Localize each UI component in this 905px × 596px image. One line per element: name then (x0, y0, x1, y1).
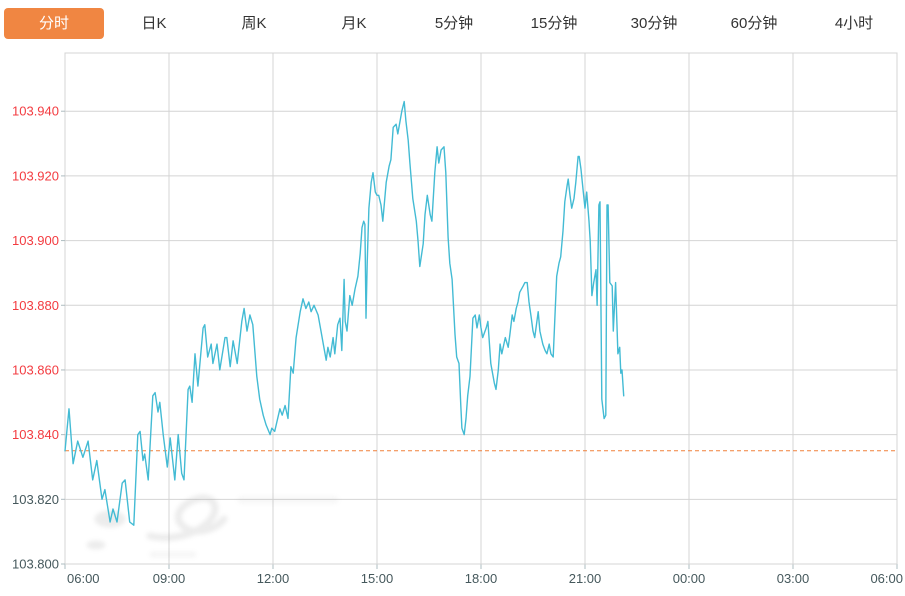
price-line (64, 100, 625, 526)
x-axis-label: 00:00 (673, 571, 706, 586)
y-axis-label: 103.840 (12, 427, 59, 442)
y-axis-label: 103.940 (12, 104, 59, 119)
x-axis-label: 06:00 (67, 571, 100, 586)
grid-lines (61, 52, 898, 569)
axis-labels: 06:00 09:00 12:00 15:00 18:00 21:00 00:00 03:00… (12, 104, 903, 586)
x-axis-label: 12:00 (257, 571, 290, 586)
tab-5min[interactable]: 5分钟 (434, 14, 474, 32)
tab-60min[interactable]: 60分钟 (730, 14, 778, 32)
x-axis-label: 15:00 (361, 571, 394, 586)
tab-weekly-k[interactable]: 周K (241, 14, 267, 32)
y-axis-label: 103.800 (12, 557, 59, 572)
tab-15min[interactable]: 15分钟 (530, 14, 578, 32)
y-axis-label: 103.900 (12, 233, 59, 248)
x-axis-label: 06:00 (870, 571, 903, 586)
y-axis-label: 103.860 (12, 362, 59, 377)
x-axis-label: 21:00 (569, 571, 602, 586)
y-axis-label: 103.920 (12, 168, 59, 183)
tab-monthly-k[interactable]: 月K (341, 14, 367, 32)
watermark (86, 494, 339, 558)
chart-period-tabbar: 分时 日K 周K 月K 5分钟 15分钟 30分钟 60分钟 4小时 (0, 0, 905, 46)
tab-30min[interactable]: 30分钟 (630, 14, 678, 32)
tab-4hour[interactable]: 4小时 (834, 14, 874, 32)
tab-daily-k[interactable]: 日K (141, 14, 167, 32)
tab-minute-line[interactable]: 分时 (4, 7, 104, 39)
x-axis-label: 03:00 (777, 571, 810, 586)
y-axis-label: 103.820 (12, 492, 59, 507)
x-axis-label: 18:00 (465, 571, 498, 586)
y-axis-label: 103.880 (12, 298, 59, 313)
x-axis-label: 09:00 (153, 571, 186, 586)
